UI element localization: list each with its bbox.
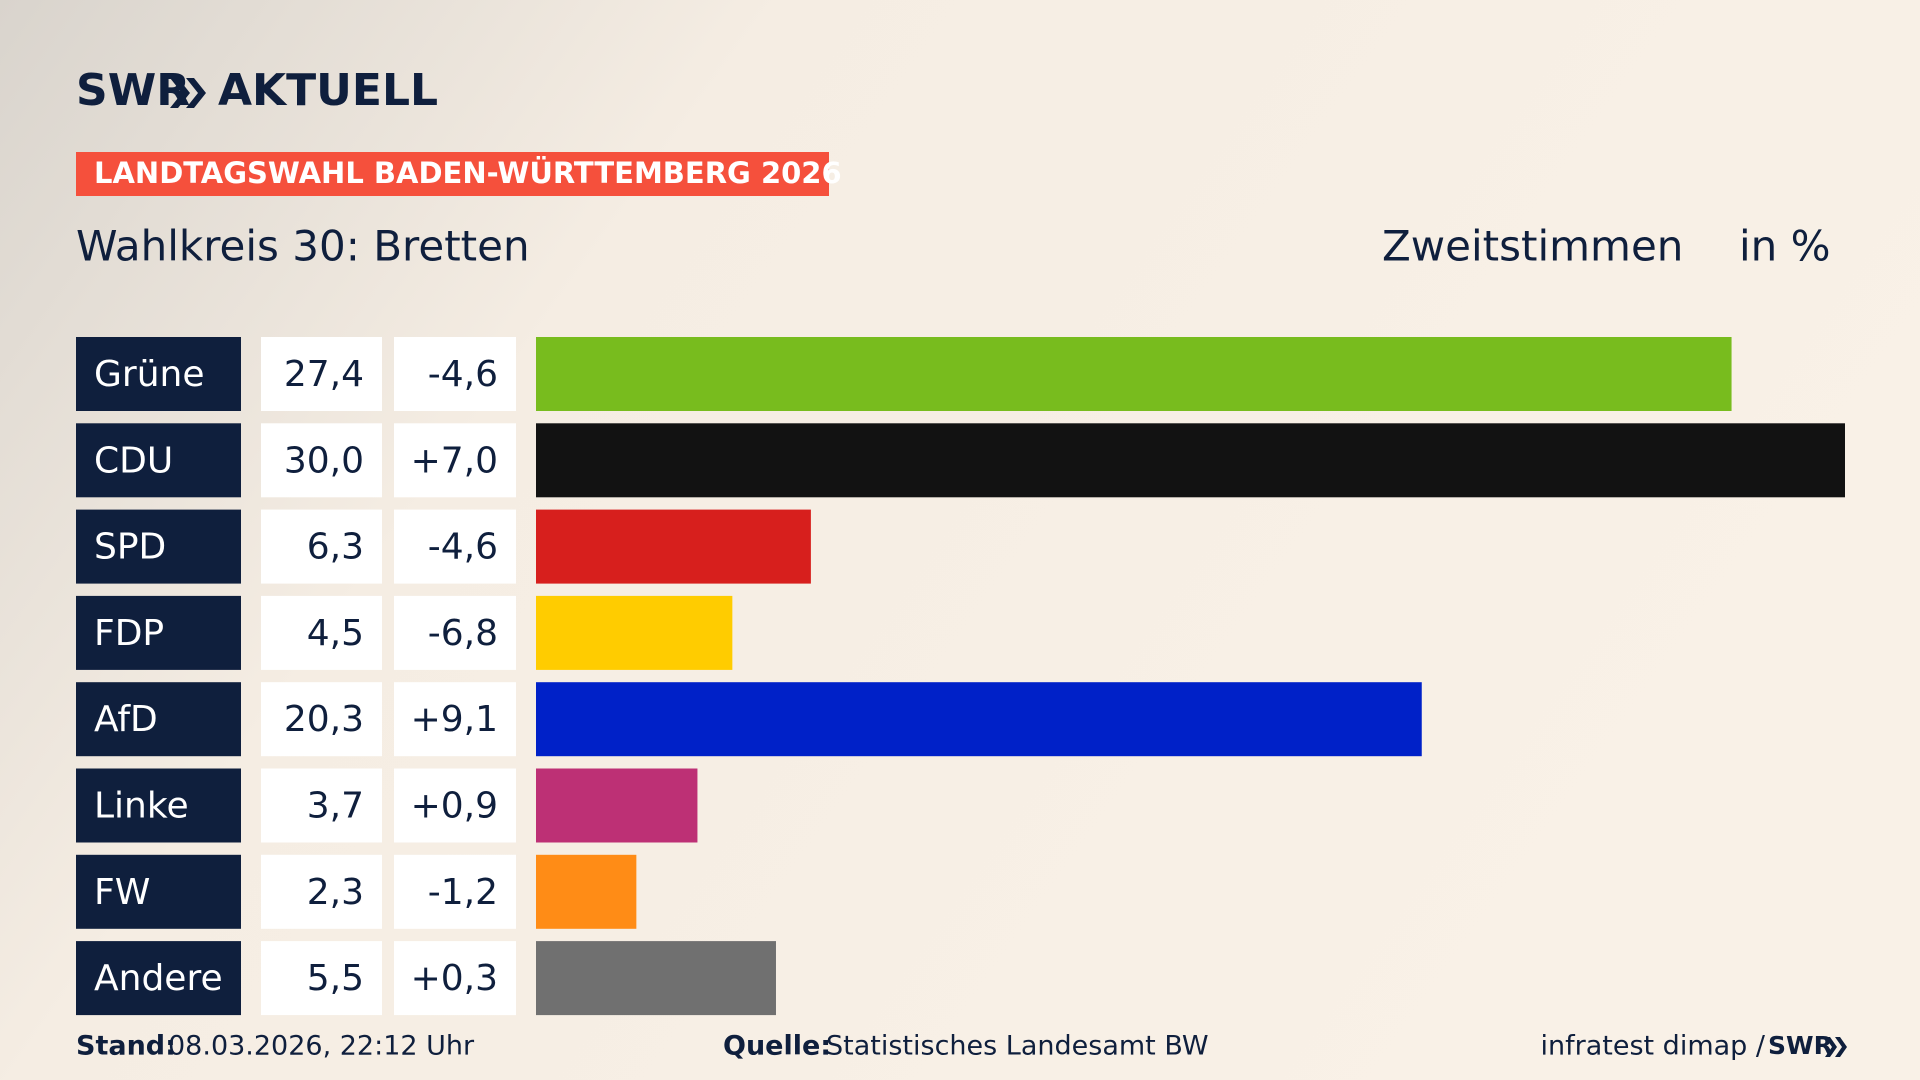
change-box [394,682,516,757]
change-label: +9,1 [411,699,498,740]
bar [536,509,811,584]
change-box [394,941,516,1016]
header: LANDTAGSWAHL BADEN-WÜRTTEMBERG 2026 [94,156,842,190]
party-box [76,423,241,498]
unit: in % [1739,222,1831,271]
source-label: Quelle: [723,1031,831,1062]
value-label: 4,5 [307,613,364,654]
party-label: FDP [94,613,164,654]
value-box [261,595,382,670]
bar [536,941,776,1016]
party-label: Grüne [94,354,204,395]
value-label: 20,3 [284,699,364,740]
bar [536,423,1845,498]
change-label: -4,6 [428,527,498,568]
measure: Zweitstimmen [1382,222,1683,271]
source: Statistisches Landesamt BW [826,1031,1209,1062]
change-label: +0,3 [411,958,498,999]
change-label: -4,6 [428,354,498,395]
change-box [394,854,516,929]
party-label: Linke [94,786,189,827]
party-box [76,854,241,929]
party-label: SPD [94,527,166,568]
change-label: -6,8 [428,613,498,654]
value-label: 2,3 [307,872,364,913]
bar [536,595,733,670]
value-box [261,941,382,1016]
change-box [394,595,516,670]
value-label: 30,0 [284,440,364,481]
value-label: 6,3 [307,527,364,568]
party-label: Andere [94,958,223,999]
value-box [261,337,382,411]
change-label: +7,0 [411,440,498,481]
stand-label: Stand: [76,1031,176,1062]
credit: infratest dimap / [1540,1031,1765,1062]
bar [536,337,1732,411]
rows: Grüne 27,4 -4,6 CDU 30,0 +7,0 SPD 6,3 -4,6 FDP 4,5… [76,337,1845,1016]
header-banner [76,152,829,196]
logo: SWR [76,65,190,116]
value-box [261,682,382,757]
change-label: -1,2 [428,872,498,913]
value-label: 27,4 [284,354,364,395]
party-box [76,337,241,411]
party-box [76,595,241,670]
chart-title: Wahlkreis 30: Bretten [76,222,530,271]
change-box [394,337,516,411]
party-box [76,682,241,757]
party-box [76,941,241,1016]
change-box [394,768,516,843]
value-box [261,768,382,843]
value-box [261,509,382,584]
party-label: AfD [94,699,158,740]
value-box [261,423,382,498]
party-label: FW [94,872,150,913]
change-box [394,423,516,498]
bar [536,854,637,929]
party-label: CDU [94,440,173,481]
value-label: 5,5 [307,958,364,999]
logo-chevrons [170,78,206,108]
change-label: +0,9 [411,786,498,827]
credit-chevrons [1825,1037,1847,1057]
credit-brand: SWR [1768,1031,1833,1060]
party-box [76,509,241,584]
value-label: 3,7 [307,786,364,827]
party-box [76,768,241,843]
value-box [261,854,382,929]
bar [536,768,698,843]
stand: 08.03.2026, 22:12 Uhr [168,1031,475,1062]
change-box [394,509,516,584]
bar [536,682,1422,757]
brand-name: AKTUELL [218,65,438,116]
